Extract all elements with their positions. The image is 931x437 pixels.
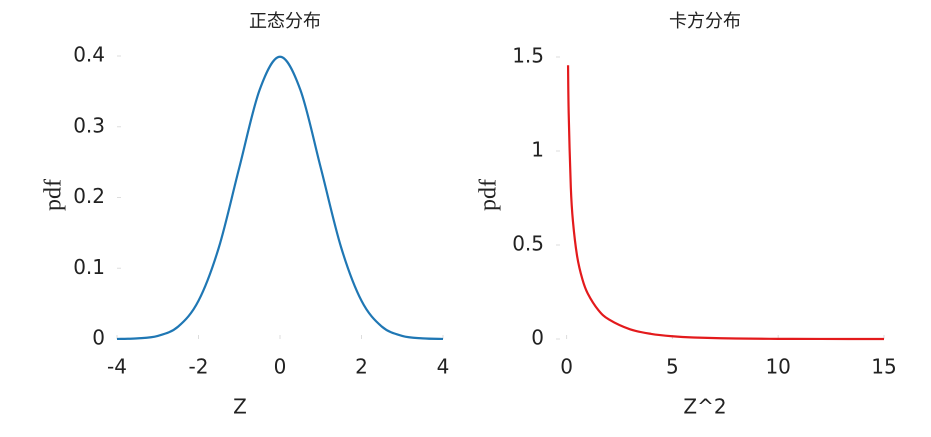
x-tick-label: 15 <box>871 355 896 379</box>
y-tick-label: 0 <box>531 326 544 350</box>
y-tick-label: 0.1 <box>73 255 105 279</box>
y-tick-label: 0.5 <box>512 232 544 256</box>
y-tick-label: 1.5 <box>512 44 544 68</box>
y-axis-label: pdf <box>41 179 67 211</box>
y-tick-label: 0 <box>92 326 105 350</box>
curve <box>116 55 444 341</box>
x-tick-label: -4 <box>107 355 127 379</box>
x-tick-label: 0 <box>560 355 573 379</box>
x-axis-label: Z^2 <box>683 395 726 419</box>
x-tick-label: 10 <box>765 355 790 379</box>
y-tick-label: 0.3 <box>73 113 105 137</box>
curve <box>566 65 885 341</box>
x-tick-label: 4 <box>437 355 450 379</box>
x-tick-label: 5 <box>666 355 679 379</box>
x-tick-label: -2 <box>189 355 209 379</box>
y-axis-label: pdf <box>476 179 502 211</box>
x-tick-label: 2 <box>355 355 368 379</box>
y-tick-label: 0.2 <box>73 184 105 208</box>
x-tick-label: 0 <box>274 355 287 379</box>
x-axis-label: Z <box>233 395 247 419</box>
chart-title: 卡方分布 <box>669 11 741 32</box>
chart-title: 正态分布 <box>249 11 321 32</box>
y-tick-label: 1 <box>531 138 544 162</box>
y-tick-label: 0.4 <box>73 43 105 67</box>
